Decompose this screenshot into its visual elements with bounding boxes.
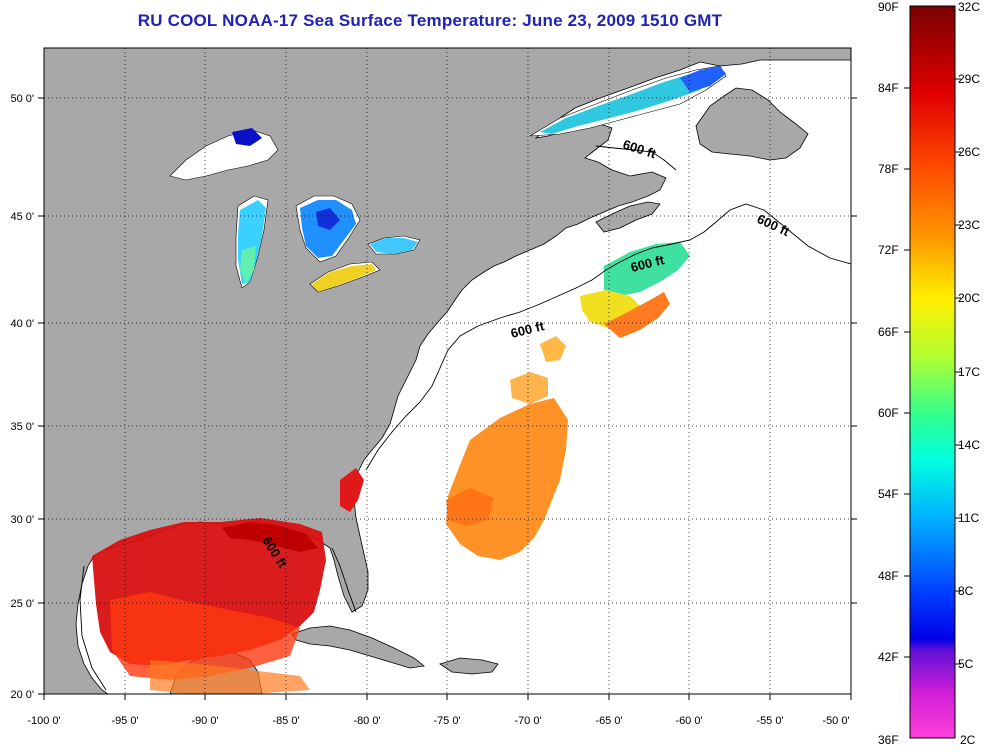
land-newfoundland (695, 87, 809, 161)
colorbar-label-c: 11C (958, 511, 980, 525)
colorbar-label-f: 54F (878, 487, 899, 501)
y-tick-label: 35 0' (10, 421, 34, 433)
colorbar-label-f: 48F (878, 569, 899, 583)
colorbar-label-f: 36F (878, 733, 899, 747)
y-tick-label: 50 0' (10, 93, 34, 105)
x-tick-label: -50 0' (822, 715, 849, 727)
x-tick-label: -75 0' (433, 715, 460, 727)
y-tick-label: 30 0' (10, 514, 34, 526)
colorbar-label-f: 60F (878, 406, 899, 420)
colorbar-label-f: 78F (878, 162, 899, 176)
x-tick-label: -80 0' (353, 715, 380, 727)
land-hispaniola (439, 657, 499, 675)
colorbar-label-f: 84F (878, 81, 899, 95)
land-nova-scotia (595, 201, 661, 233)
y-tick-label: 40 0' (10, 318, 34, 330)
colorbar-label-f: 42F (878, 650, 899, 664)
isobath-600ft (79, 145, 851, 691)
colorbar-label-c: 20C (958, 291, 981, 305)
colorbar-label-c: 8C (958, 584, 974, 598)
colorbar (909, 5, 956, 739)
x-tick-label: -70 0' (514, 715, 541, 727)
y-tick-label: 45 0' (10, 211, 34, 223)
axis-ticks (38, 97, 857, 700)
sst-data (92, 66, 726, 694)
x-tick-label: -55 0' (756, 715, 783, 727)
y-tick-label: 25 0' (10, 598, 34, 610)
x-tick-label: -60 0' (675, 715, 702, 727)
colorbar-label-c: 14C (958, 438, 981, 452)
y-tick-label: 20 0' (10, 689, 34, 701)
x-tick-label: -95 0' (111, 715, 138, 727)
colorbar-ticks (904, 78, 961, 665)
colorbar-label-f: 72F (878, 243, 899, 257)
x-axis-labels: -100 0' -95 0' -90 0' -85 0' -80 0' -75 … (27, 715, 849, 727)
land-cuba (291, 625, 425, 669)
colorbar-label-c: 32C (958, 0, 981, 14)
x-tick-label: -85 0' (272, 715, 299, 727)
x-tick-label: -100 0' (27, 715, 60, 727)
y-axis-labels: 50 0' 45 0' 40 0' 35 0' 30 0' 25 0' 20 0… (10, 93, 34, 701)
colorbar-label-c: 2C (960, 733, 976, 747)
colorbar-label-c: 29C (958, 72, 981, 86)
colorbar-label-c: 5C (958, 657, 974, 671)
colorbar-label-f: 66F (878, 325, 899, 339)
colorbar-label-c: 26C (958, 145, 981, 159)
x-tick-label: -65 0' (595, 715, 622, 727)
map-title: RU COOL NOAA-17 Sea Surface Temperature:… (137, 11, 723, 30)
x-tick-label: -90 0' (191, 715, 218, 727)
colorbar-label-f: 90F (878, 0, 899, 14)
colorbar-label-c: 17C (958, 365, 981, 379)
colorbar-label-c: 23C (958, 218, 981, 232)
gridlines (44, 48, 851, 694)
